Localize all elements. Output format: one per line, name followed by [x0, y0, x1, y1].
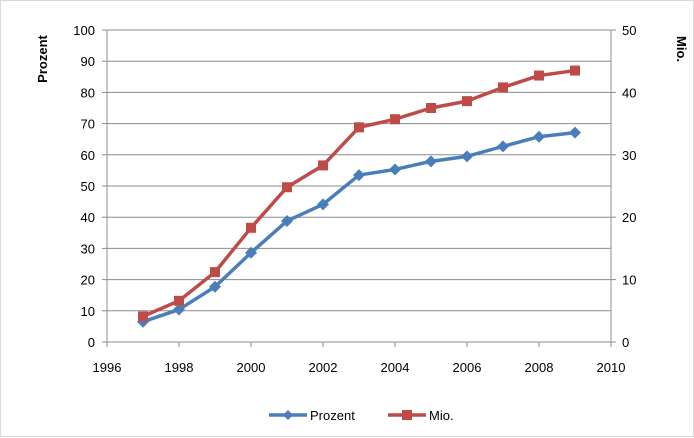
x-tick-label: 2004: [381, 360, 410, 375]
data-point-square: [174, 295, 184, 306]
left-tick-label: 50: [81, 179, 95, 194]
right-axis-title: Mio.: [674, 36, 689, 62]
data-point-diamond: [283, 410, 293, 420]
x-tick-label: 1998: [165, 360, 194, 375]
data-point-square: [570, 65, 580, 76]
left-tick-label: 100: [73, 23, 95, 38]
series-line: [142, 130, 576, 324]
data-point-square: [210, 267, 220, 278]
left-tick-label: 90: [81, 54, 95, 69]
data-point-square: [390, 114, 400, 125]
left-tick-label: 70: [81, 117, 95, 132]
data-point-square: [138, 311, 148, 322]
x-tick-label: 2002: [309, 360, 338, 375]
x-tick-label: 2006: [453, 360, 482, 375]
series-mio: [138, 65, 580, 322]
left-tick-label: 40: [81, 210, 95, 225]
data-point-diamond: [317, 198, 329, 211]
right-tick-label: 40: [622, 85, 636, 100]
x-tick-label: 1996: [93, 360, 122, 375]
data-point-diamond: [497, 140, 509, 153]
right-tick-label: 50: [622, 23, 636, 38]
data-point-square: [282, 182, 292, 193]
series-layer: [137, 65, 581, 328]
legend-label: Prozent: [310, 408, 355, 423]
gridlines: [107, 29, 611, 312]
x-axis-ticks: 1996 1998 2000 2002 2004 2006 2008 2010: [93, 342, 626, 375]
left-tick-label: 30: [81, 241, 95, 256]
left-tick-label: 20: [81, 273, 95, 288]
right-tick-label: 20: [622, 210, 636, 225]
left-tick-label: 0: [88, 335, 95, 350]
data-point-square: [318, 160, 328, 171]
left-tick-label: 60: [81, 148, 95, 163]
x-tick-label: 2010: [597, 360, 626, 375]
right-tick-label: 30: [622, 148, 636, 163]
x-tick-label: 2000: [237, 360, 266, 375]
data-point-square: [402, 410, 412, 420]
right-axis-ticks: 0 10 20 30 40 50: [611, 23, 636, 350]
data-point-diamond: [245, 246, 257, 259]
legend: Prozent Mio.: [269, 408, 454, 423]
legend-label: Mio.: [429, 408, 454, 423]
data-point-diamond: [281, 214, 293, 227]
left-axis-ticks: 0 10 20 30 40 50 60 70 80 90 100: [73, 23, 107, 350]
right-tick-label: 10: [622, 273, 636, 288]
data-point-square: [534, 70, 544, 81]
data-point-diamond: [173, 303, 185, 316]
data-point-square: [426, 103, 436, 113]
data-point-square: [246, 222, 256, 233]
data-point-diamond: [389, 163, 401, 176]
legend-item: Mio.: [388, 408, 454, 423]
data-point-diamond: [209, 280, 221, 293]
x-tick-label: 2008: [525, 360, 554, 375]
data-point-square: [462, 96, 472, 107]
legend-item: Prozent: [269, 408, 355, 423]
data-point-diamond: [425, 155, 437, 168]
left-axis-title: Prozent: [35, 34, 50, 82]
left-tick-label: 10: [81, 304, 95, 319]
left-tick-label: 80: [81, 85, 95, 100]
data-point-square: [498, 82, 508, 93]
data-point-diamond: [533, 130, 545, 143]
data-point-diamond: [569, 126, 581, 139]
data-point-diamond: [461, 150, 473, 163]
series-prozent: [137, 126, 581, 328]
right-tick-label: 0: [622, 335, 629, 350]
data-point-diamond: [353, 169, 365, 182]
data-point-square: [354, 122, 364, 133]
